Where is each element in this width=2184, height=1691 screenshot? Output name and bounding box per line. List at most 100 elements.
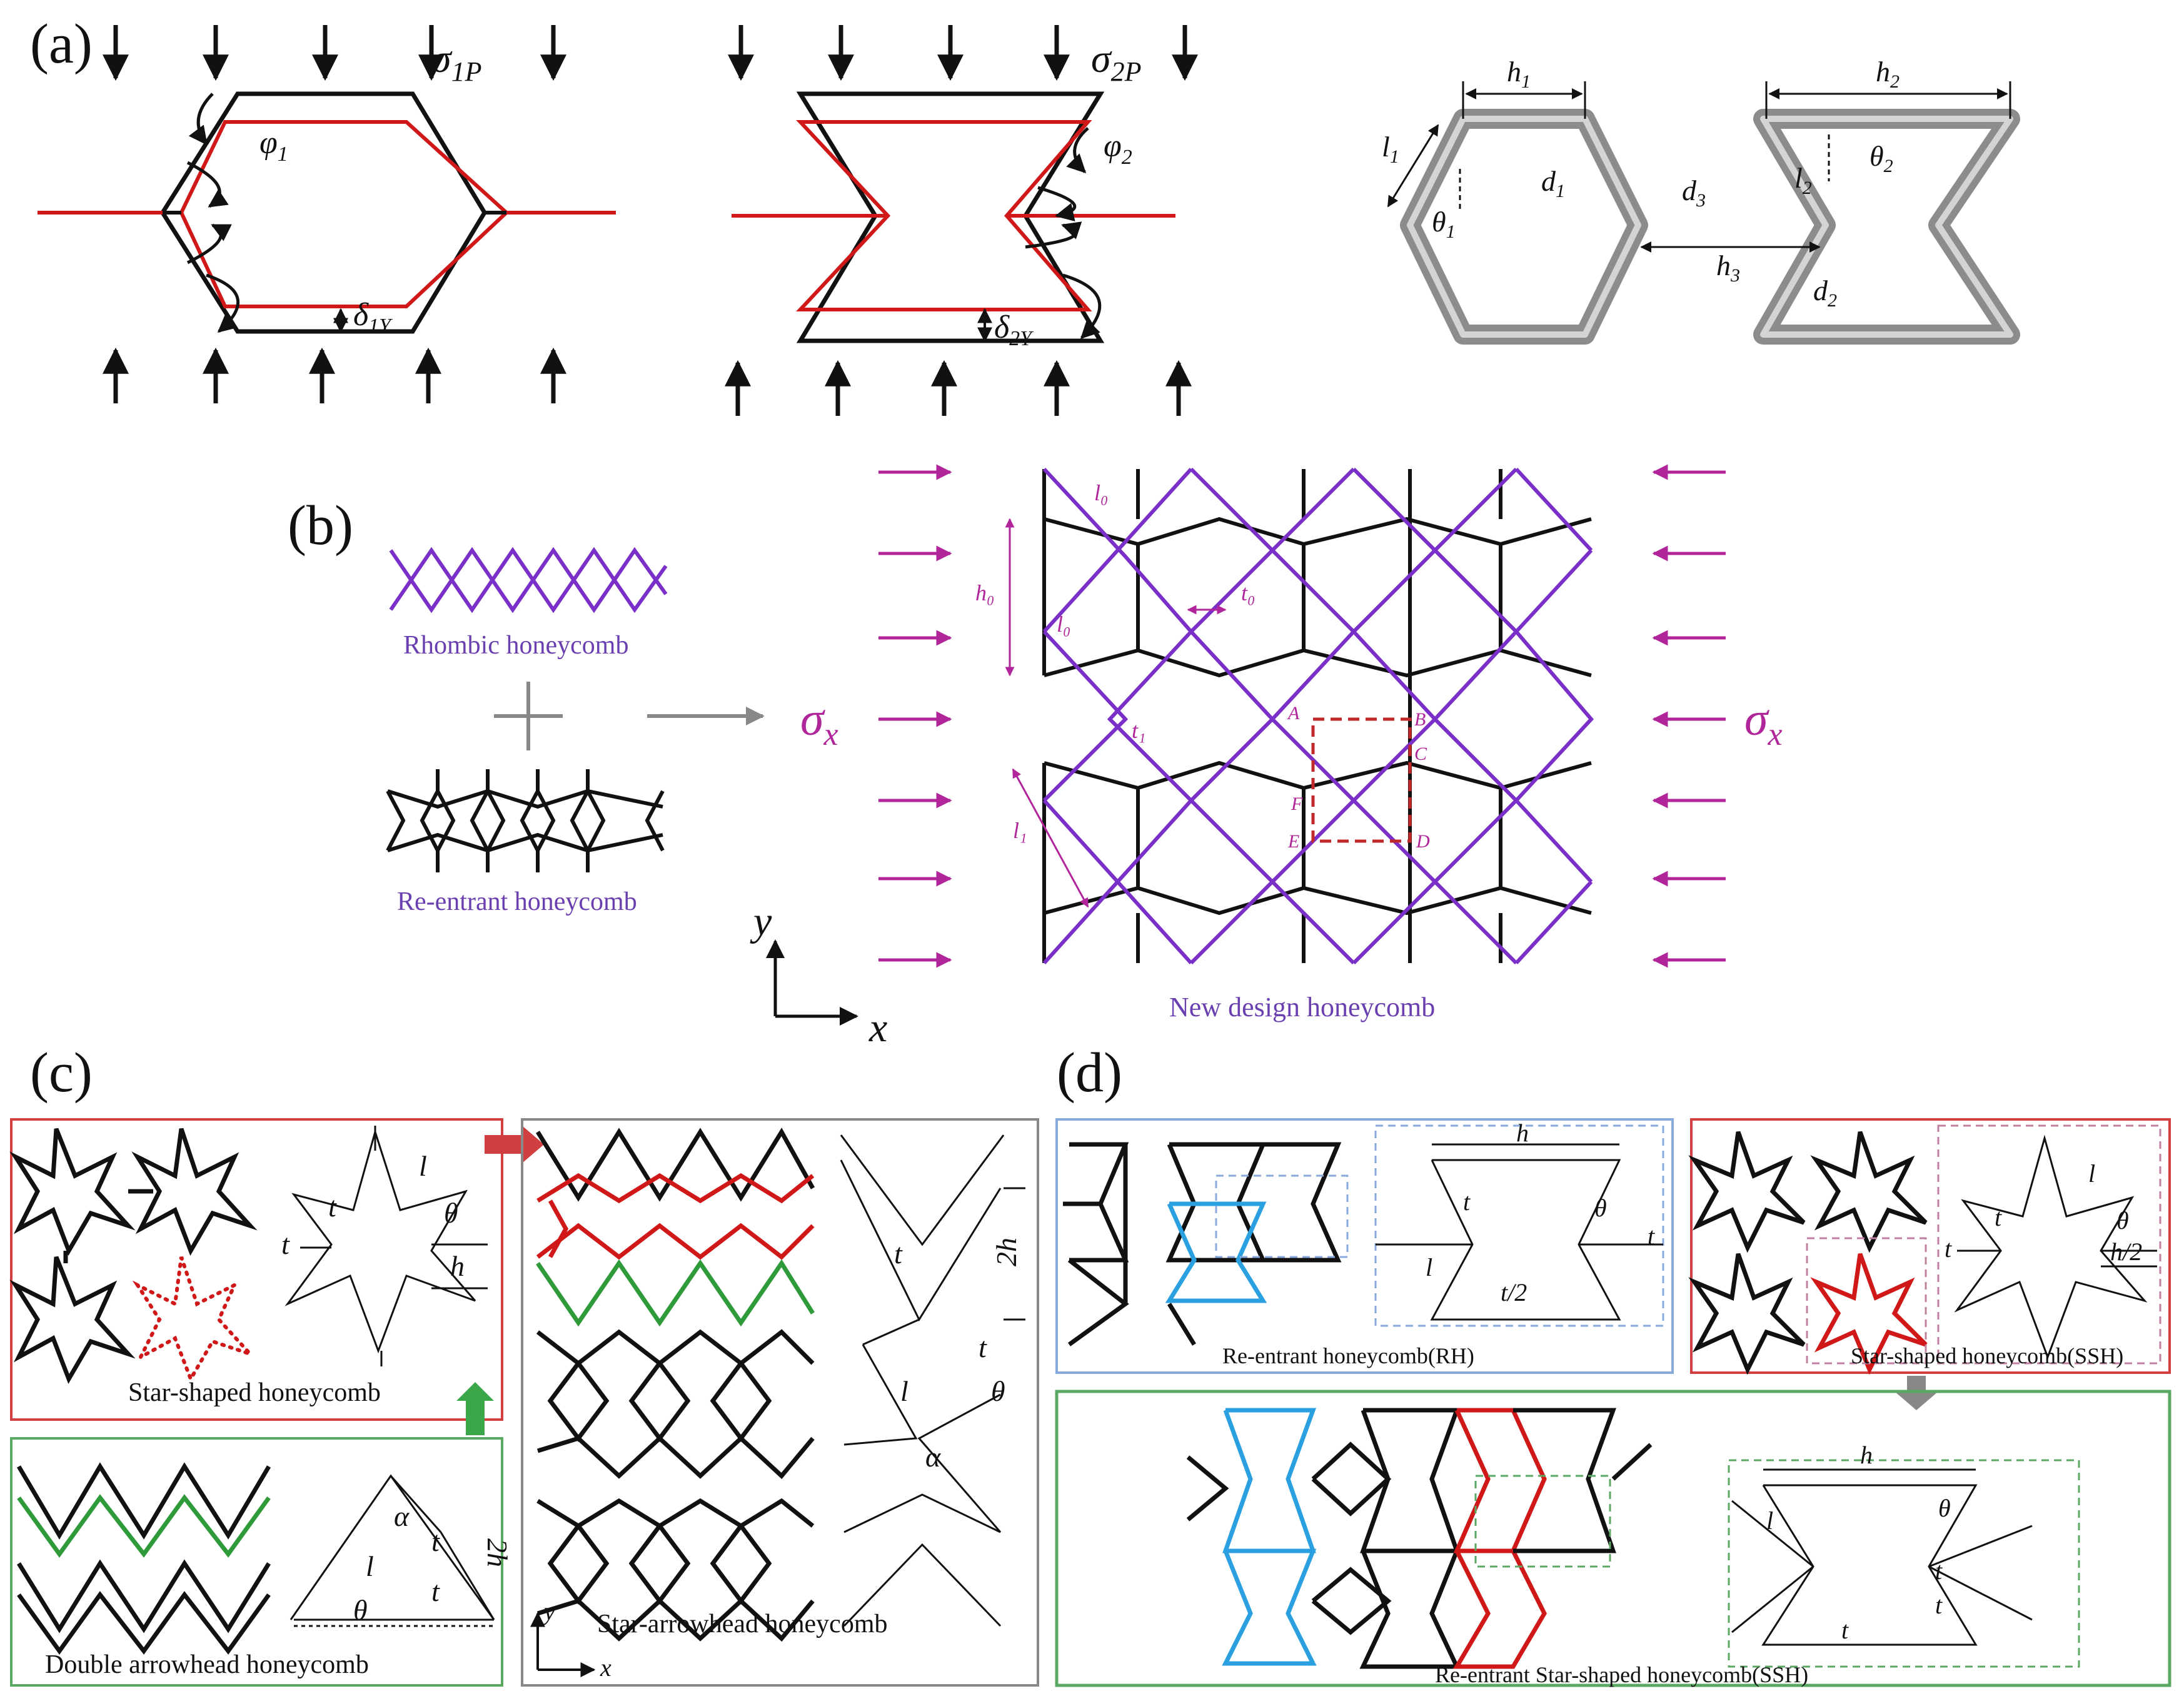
c-t-label: t [328, 1191, 337, 1223]
load-arrows-left [878, 464, 952, 968]
rhombic-honeycomb-icon [389, 547, 668, 613]
ssh-t-label: t [1995, 1203, 2002, 1231]
ssh-detail-box [1937, 1124, 2161, 1365]
star-shaped-caption: Star-shaped honeycomb [128, 1378, 381, 1407]
t0-label: t₀ [1241, 580, 1256, 605]
sa-2h-label: 2h [990, 1238, 1022, 1266]
arrow-t2-label: t [431, 1575, 440, 1607]
rh-detail-box [1374, 1124, 1664, 1327]
reentrant-caption: Re-entrant honeycomb [397, 887, 637, 916]
rssh-zoom-box [1474, 1475, 1611, 1568]
l0-top-label: l₀ [1094, 480, 1109, 505]
star-detail [284, 1126, 488, 1366]
rssh-detail [1731, 1468, 2033, 1646]
point-d: D [1416, 831, 1430, 852]
hexagon-schematic: σ1P φ1 δ1Y [38, 25, 616, 403]
delta2-label: δ2Y [994, 310, 1034, 350]
reentrant-honeycomb-icon [386, 769, 665, 872]
phi1-label: φ1 [259, 125, 288, 166]
star-shaped-box [10, 1118, 503, 1421]
sa-alpha-label: α [925, 1441, 941, 1473]
rh-caption: Re-entrant honeycomb(RH) [1222, 1343, 1474, 1368]
double-arrowhead-lattice [16, 1462, 271, 1655]
rssh-lattice [1186, 1408, 1653, 1669]
panel-label-b: (b) [288, 495, 353, 557]
tube-hybrid-cell: h1 h2 h3 l1 l2 d1 d2 d3 θ1 θ2 [1327, 56, 2074, 345]
rssh-l-label: l [1766, 1507, 1773, 1535]
c-t2-label: t [281, 1228, 290, 1260]
star-arrowhead-caption: Star-arrowhead honeycomb [597, 1610, 887, 1638]
rh-h-label: h [1516, 1119, 1529, 1147]
rhombic-caption: Rhombic honeycomb [403, 631, 628, 660]
sa-theta-label: θ [991, 1375, 1005, 1407]
star-arrowhead-lattice [536, 1128, 815, 1642]
star-arrowhead-box [521, 1118, 1039, 1687]
point-c: C [1414, 744, 1427, 764]
c-theta-label: θ [444, 1197, 458, 1229]
h2-label: h2 [1876, 56, 1900, 92]
reentrant-schematic: σ2P φ2 δ2Y [725, 25, 1198, 416]
h1-label: h1 [1507, 56, 1531, 92]
t1-label: t₁ [1132, 718, 1146, 743]
star-unit-cell-dotted [132, 1256, 256, 1383]
theta1-label: θ1 [1432, 206, 1456, 242]
star-arrowhead-detail [840, 1134, 1025, 1627]
ssh-caption: Star-shaped honeycomb(SSH) [1851, 1343, 2123, 1368]
panel-c: (c) l t t θ h Star-shaped honeycomb [9, 1042, 1039, 1687]
rssh-t3-label: t [1841, 1616, 1849, 1644]
rssh-t-label: t [1935, 1557, 1943, 1585]
point-b: B [1414, 709, 1426, 730]
rh-theta-label: θ [1594, 1194, 1607, 1222]
sigma2-label: σ2P [1091, 36, 1141, 87]
sigma-x-left-label: σx [800, 693, 838, 752]
sa-l-label: l [900, 1375, 908, 1407]
axis-x-label-b: x [868, 1005, 887, 1051]
axes-b [766, 939, 858, 1026]
ssh-unit-cell-red [1810, 1253, 1928, 1375]
l1-label: l1 [1382, 131, 1399, 167]
delta1-label: δ1Y [353, 297, 393, 338]
axis-y-label-b: y [750, 899, 772, 944]
axes-c [530, 1612, 596, 1677]
arrow-2h-label: 2h [481, 1538, 513, 1567]
transfer-arrow-red-icon [485, 1126, 544, 1163]
ssh-box [1690, 1118, 2171, 1374]
rssh-theta-label: θ [1938, 1494, 1951, 1522]
load-arrows-right [1652, 464, 1726, 968]
arrow-alpha-label: α [394, 1500, 410, 1532]
rssh-box [1055, 1390, 2171, 1687]
axis-x-label-c: x [600, 1653, 611, 1682]
rh-zoom-box [1215, 1174, 1349, 1258]
rssh-caption: Re-entrant Star-shaped honeycomb(SSH) [1435, 1662, 1808, 1687]
rssh-h-label: h [1860, 1441, 1873, 1469]
panel-label-a: (a) [30, 13, 93, 75]
ssh-h-half-label: h/2 [2110, 1238, 2142, 1266]
ssh-detail [1954, 1134, 2157, 1360]
rh-l-label: l [1426, 1253, 1432, 1281]
double-arrowhead-caption: Double arrowhead honeycomb [45, 1650, 369, 1679]
d3-label: d3 [1682, 174, 1706, 211]
sa-t-label: t [894, 1238, 903, 1270]
panel-label-c: (c) [30, 1042, 93, 1104]
h0-label: h₀ [975, 580, 995, 605]
l1-label: l₁ [1013, 818, 1027, 843]
arrowhead-detail [289, 1474, 495, 1627]
c-h-label: h [450, 1250, 465, 1282]
l0-mid-label: l₀ [1057, 612, 1071, 637]
l2-label: l2 [1794, 162, 1812, 198]
d2-label: d2 [1813, 275, 1837, 311]
plus-icon [494, 682, 563, 750]
theta2-label: θ2 [1869, 140, 1893, 176]
sa-t2-label: t [979, 1331, 987, 1363]
sigma-x-right-label: σx [1744, 693, 1783, 752]
new-design-caption: New design honeycomb [1169, 992, 1435, 1022]
double-arrowhead-box [10, 1437, 503, 1687]
rh-box [1055, 1118, 1674, 1374]
rh-lattice [1063, 1142, 1342, 1346]
arrow-t-label: t [431, 1525, 440, 1557]
rssh-t2-label: t [1935, 1591, 1943, 1619]
rh-t2-label: t [1648, 1222, 1655, 1250]
star-shaped-lattice [9, 1128, 258, 1385]
rh-t-label: t [1463, 1188, 1471, 1216]
